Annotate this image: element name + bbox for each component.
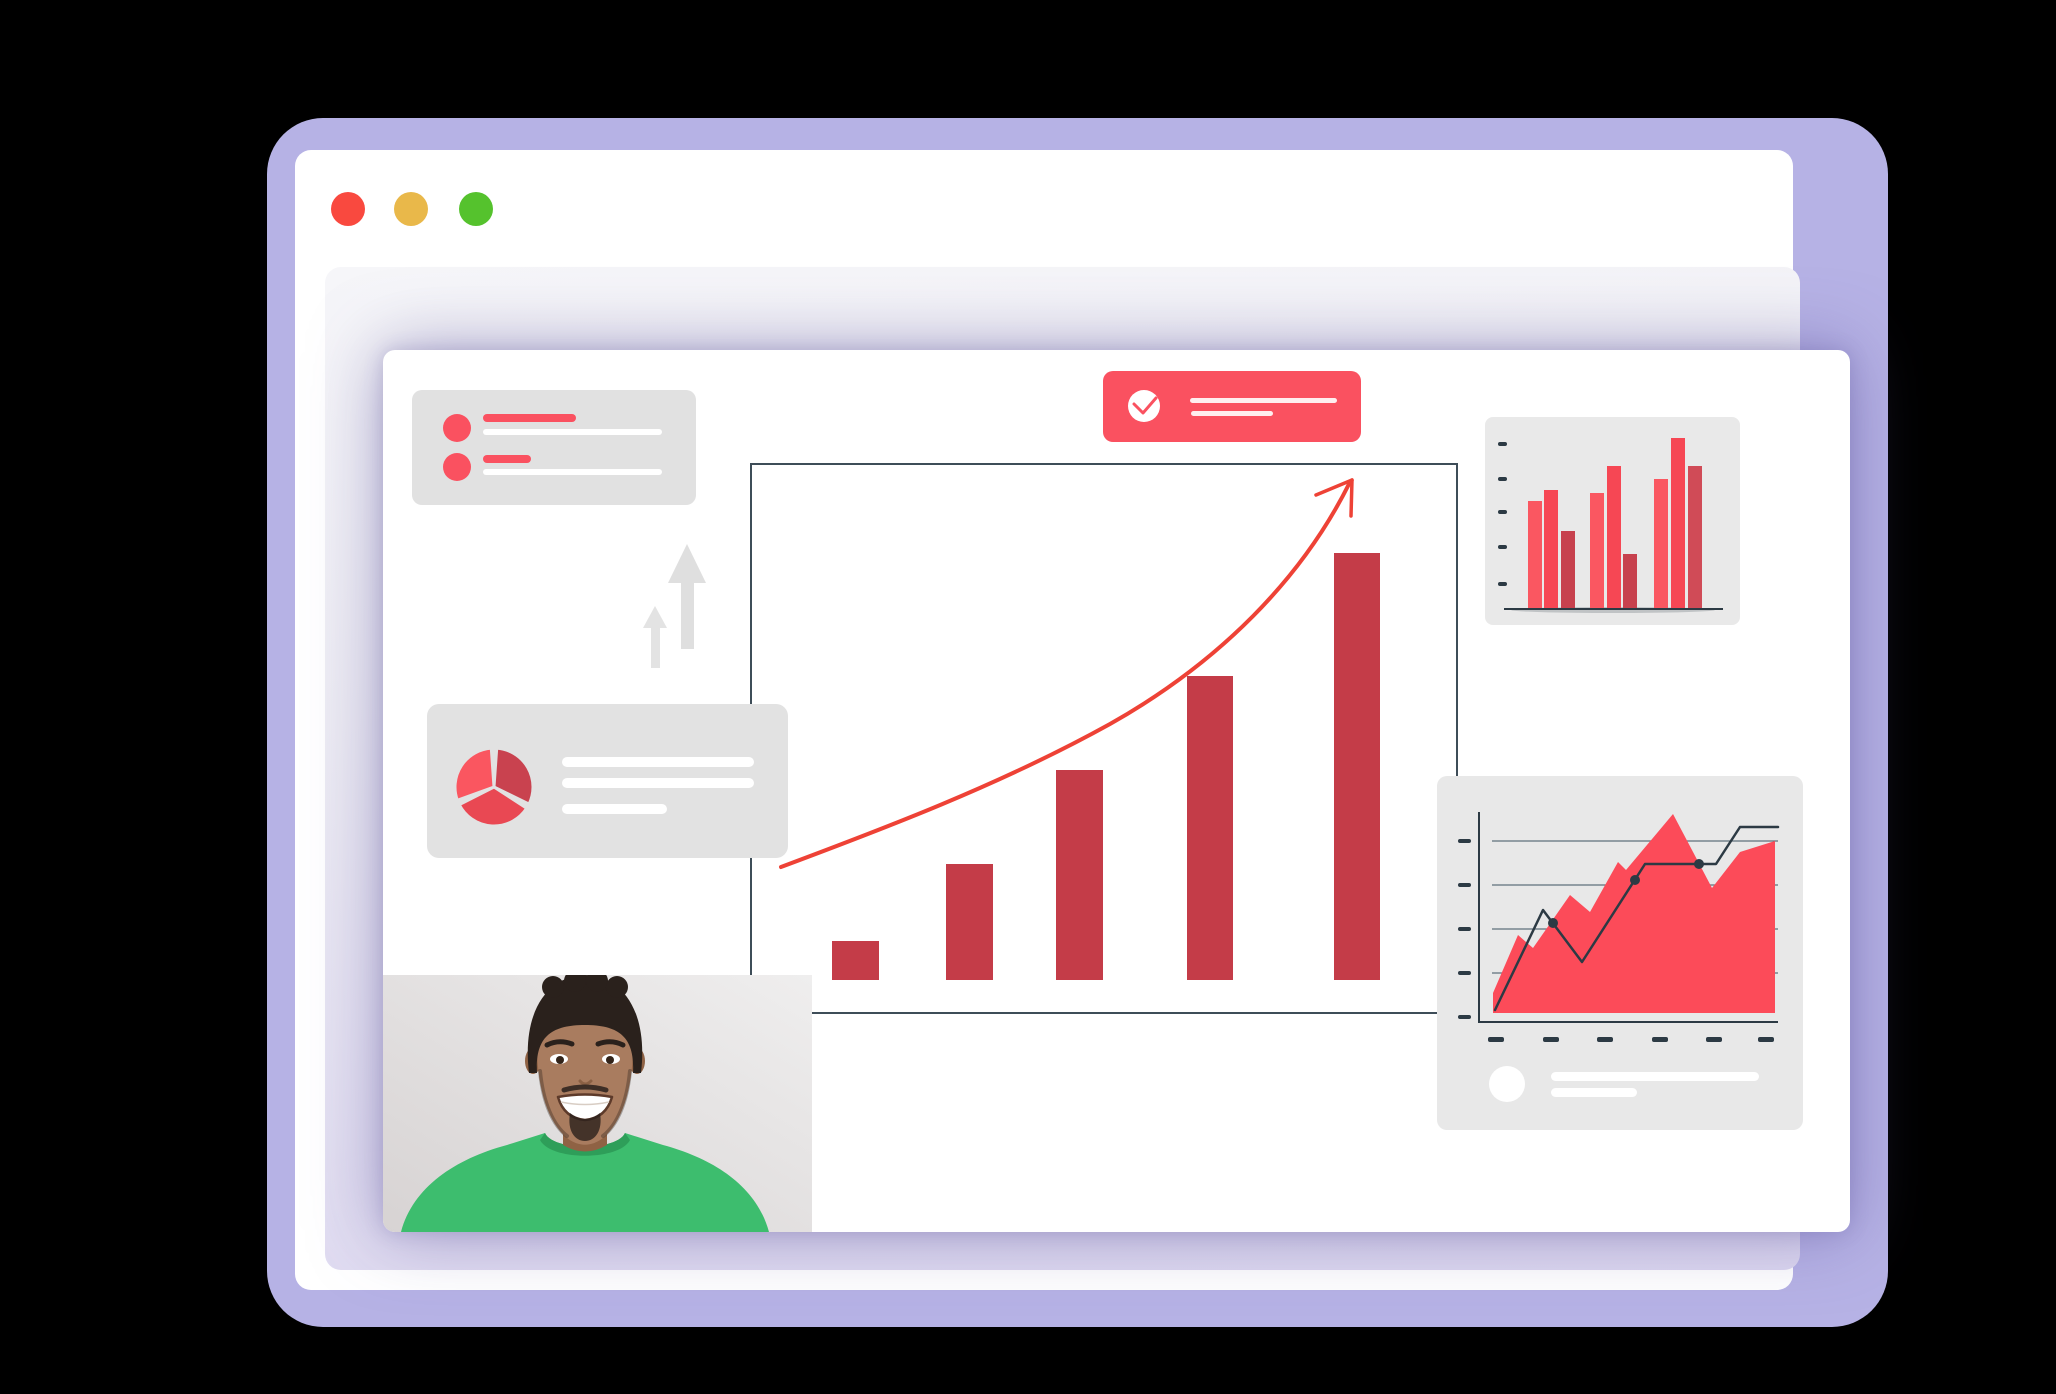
left-iris	[556, 1056, 564, 1064]
shirt-collar	[540, 1133, 630, 1156]
nose	[578, 1079, 593, 1086]
hair	[527, 975, 643, 1073]
portrait-illustration	[383, 975, 812, 1232]
goatee	[569, 1113, 601, 1141]
mustache	[561, 1084, 609, 1093]
teeth-line	[560, 1101, 610, 1106]
hair-curl	[606, 976, 628, 998]
jaw-beard	[538, 1069, 632, 1138]
shirt	[401, 1133, 769, 1232]
left-eyebrow	[544, 1039, 575, 1048]
right-iris	[606, 1056, 614, 1064]
smile	[556, 1093, 614, 1122]
man-portrait	[401, 975, 769, 1232]
hair-curl	[542, 976, 564, 998]
hair-curl	[564, 975, 586, 992]
right-eyebrow	[595, 1039, 626, 1048]
hair-curl	[586, 975, 608, 992]
portrait-photo	[383, 975, 812, 1232]
